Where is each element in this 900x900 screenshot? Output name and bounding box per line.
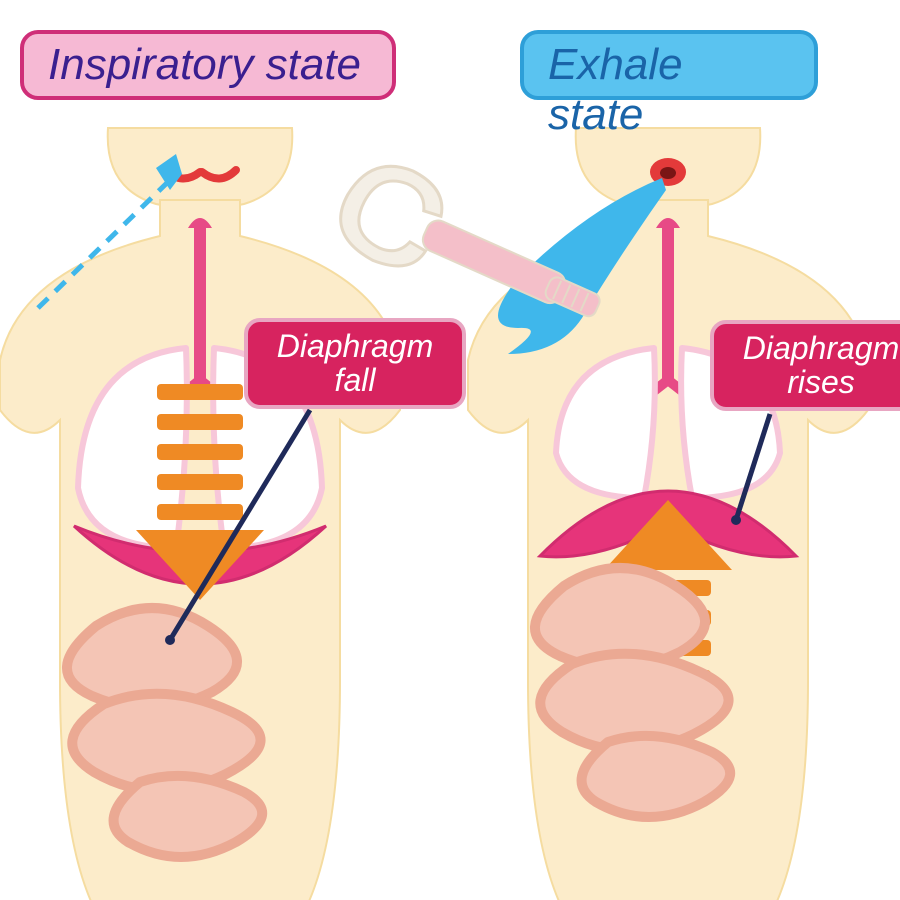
callout-left-line1: Diaphragm <box>277 328 434 364</box>
callout-left-line2: fall <box>335 362 376 398</box>
callout-diaphragm-fall: Diaphragm fall <box>244 318 466 409</box>
figure-inhale <box>0 128 400 900</box>
title-inspiratory-text: Inspiratory state <box>48 40 361 89</box>
illustration-svg <box>0 0 900 900</box>
title-exhale: Exhale state <box>520 30 818 100</box>
callout-diaphragm-rises: Diaphragm rises <box>710 320 900 411</box>
callout-right-line2: rises <box>787 364 855 400</box>
breathing-infographic: { "canvas": { "width": 900, "height": 90… <box>0 0 900 900</box>
callout-right-line1: Diaphragm <box>743 330 900 366</box>
figure-exhale <box>468 128 868 900</box>
title-inspiratory: Inspiratory state <box>20 30 396 100</box>
